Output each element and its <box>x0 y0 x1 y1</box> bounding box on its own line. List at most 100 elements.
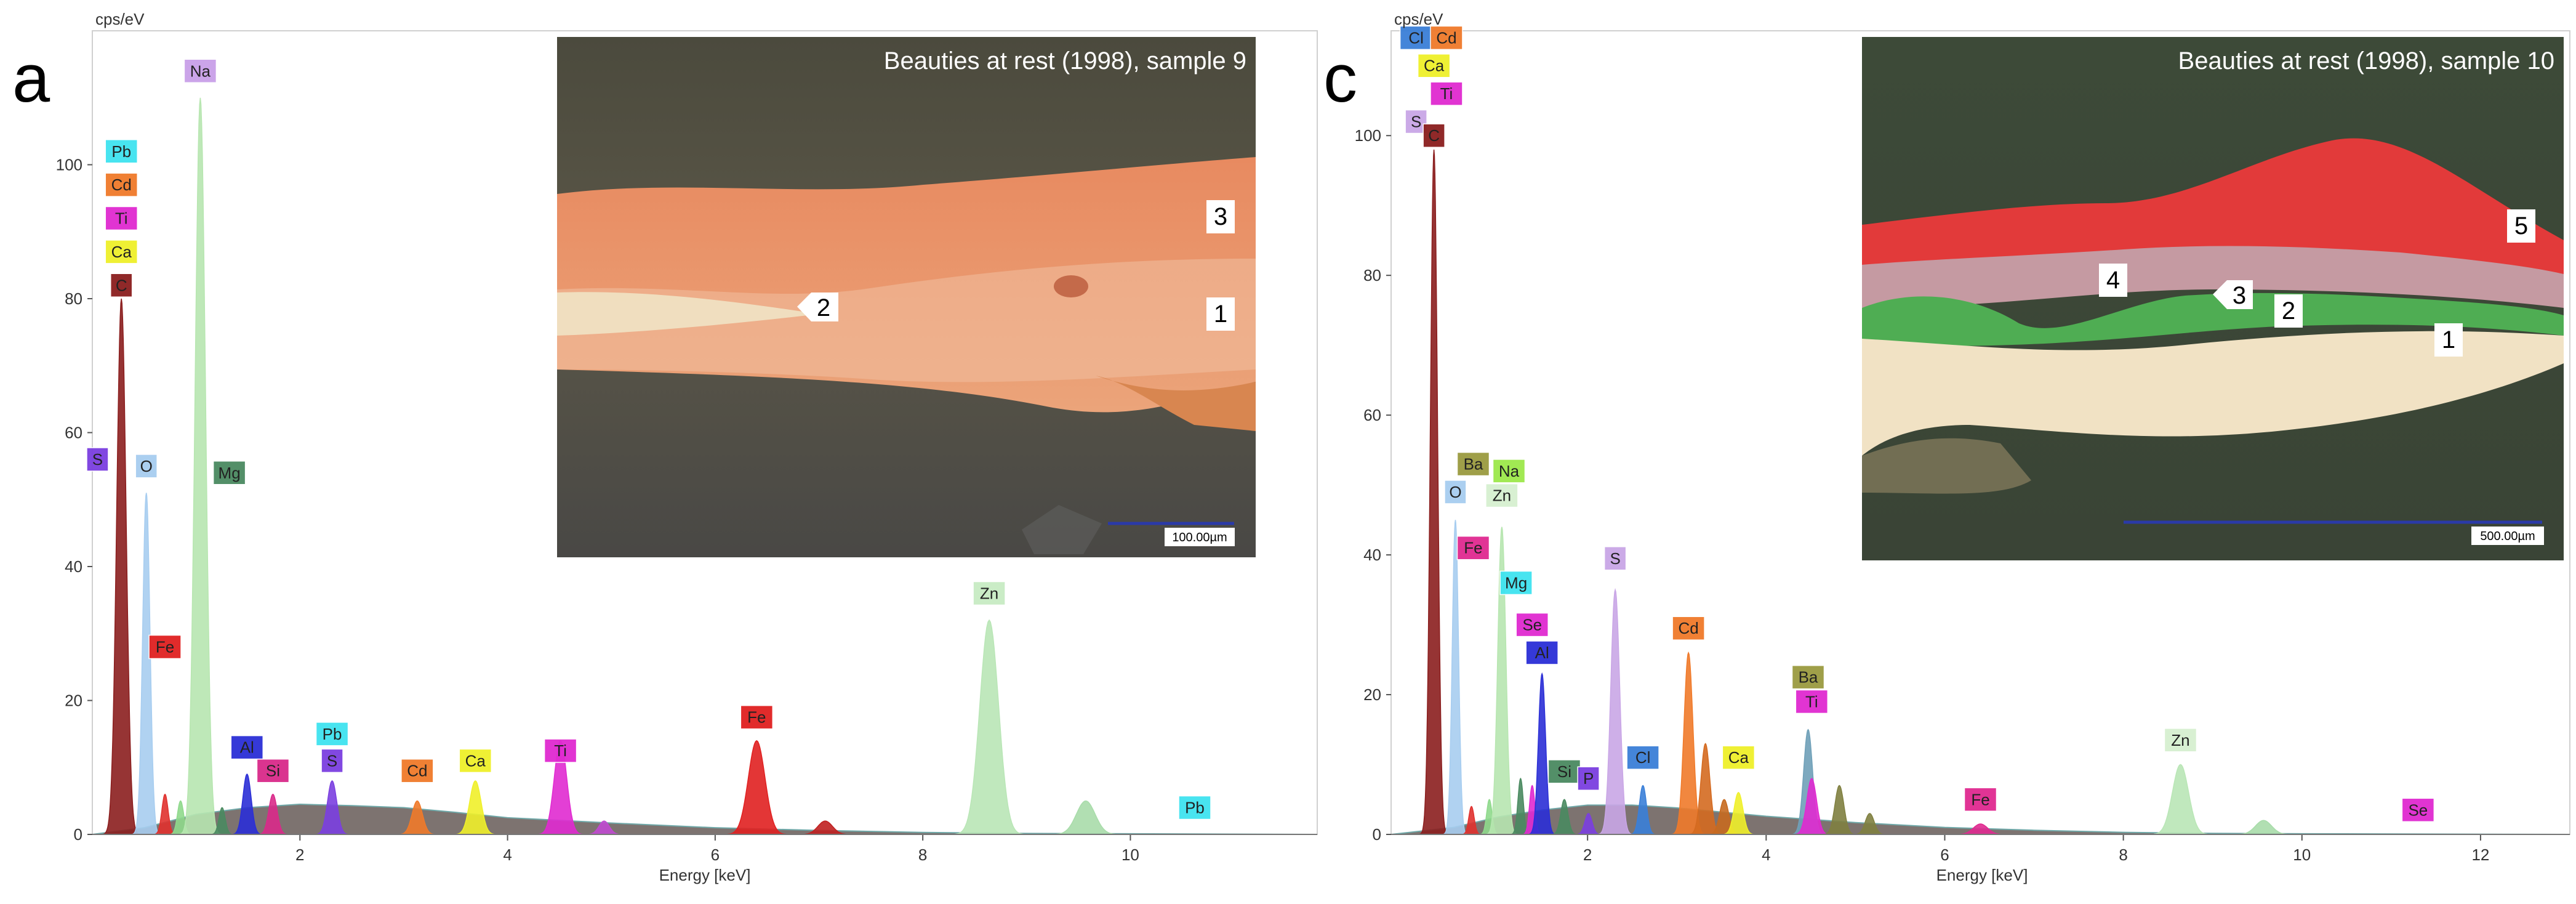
svg-text:Al: Al <box>1535 644 1549 662</box>
xlabel-c: Energy [keV] <box>1936 866 2028 884</box>
inset-d-layer-1 <box>1862 331 2564 456</box>
element-label: Fe <box>148 634 182 660</box>
svg-text:S: S <box>92 450 103 469</box>
spectrum-peak <box>1628 785 1658 835</box>
inset-d-title: Beauties at rest (1998), sample 10 <box>2178 47 2554 75</box>
inset-b-layer-label-3: 3 <box>1206 200 1235 233</box>
element-label: Si <box>1547 759 1581 784</box>
spectrum-peak <box>951 619 1027 835</box>
y-tick-label: 80 <box>65 289 82 308</box>
micrograph-inset-b: Beauties at rest (1998), sample 9 3 2 1 … <box>557 37 1256 557</box>
element-label: Ti <box>544 738 577 763</box>
element-label: Fe <box>1456 535 1490 560</box>
svg-text:Pb: Pb <box>111 142 131 161</box>
x-tick-label: 4 <box>1762 845 1770 864</box>
inset-b-layer-label-1: 1 <box>1206 297 1235 331</box>
svg-text:Se: Se <box>1522 616 1542 634</box>
inset-d-layer-label-3: 3 <box>2213 280 2253 309</box>
svg-text:4: 4 <box>2106 267 2120 294</box>
svg-text:Zn: Zn <box>1493 486 1511 505</box>
spectrum-peak <box>131 493 162 835</box>
inset-b-layer-label-2: 2 <box>797 293 838 321</box>
svg-text:Al: Al <box>240 738 254 757</box>
svg-text:2: 2 <box>817 294 830 321</box>
svg-text:Fe: Fe <box>156 638 174 656</box>
element-label: Se <box>2401 797 2435 823</box>
element-label: Cd <box>1672 616 1705 640</box>
element-label: Cd <box>105 172 138 197</box>
svg-text:Ba: Ba <box>1464 455 1483 474</box>
inset-d-layer-3 <box>1862 293 2564 347</box>
inset-b-lump <box>1096 376 1256 431</box>
svg-text:Mg: Mg <box>1505 573 1527 592</box>
x-tick-label: 8 <box>918 845 927 864</box>
element-label: Fe <box>740 704 774 730</box>
svg-text:Cd: Cd <box>407 762 427 780</box>
element-label: Se <box>1515 612 1549 637</box>
svg-text:Mg: Mg <box>219 464 241 482</box>
y-tick-label: 100 <box>56 156 82 174</box>
element-label: Al <box>1525 640 1559 665</box>
element-label: Cd <box>401 758 434 783</box>
element-label: O <box>1444 480 1467 504</box>
spectrum-peak <box>1442 520 1469 835</box>
svg-text:S: S <box>327 751 337 770</box>
spectrum-peak <box>1597 587 1634 835</box>
element-label: Cl <box>1626 745 1659 770</box>
spectrum-peak <box>1792 778 1832 835</box>
element-label: Ca <box>459 748 492 773</box>
spectrum-peak <box>1550 799 1579 835</box>
element-label: S <box>1603 546 1627 571</box>
spectrum-peak <box>1720 792 1757 835</box>
svg-text:1: 1 <box>2442 326 2455 353</box>
ylabel-c: cps/eV <box>1394 10 1443 28</box>
element-label: Zn <box>973 581 1006 606</box>
element-label: Pb <box>105 139 138 164</box>
inset-d-layer-label-2: 2 <box>2274 294 2303 328</box>
svg-text:Ti: Ti <box>554 741 567 760</box>
x-tick-label: 6 <box>711 845 720 864</box>
svg-text:O: O <box>140 457 153 475</box>
svg-text:Ca: Ca <box>1728 748 1749 767</box>
inset-b-debris <box>1022 505 1102 554</box>
inset-b-scale-label: 100.00µm <box>1172 531 1227 544</box>
svg-text:Si: Si <box>1557 762 1571 781</box>
panel-label-c: c <box>1323 41 1357 116</box>
svg-text:5: 5 <box>2514 212 2528 240</box>
spectrum-peak <box>102 298 141 835</box>
svg-text:Na: Na <box>190 62 211 80</box>
element-label: C <box>1422 123 1445 148</box>
element-label: Ti <box>1795 689 1829 714</box>
svg-text:S: S <box>1411 113 1421 131</box>
svg-text:O: O <box>1449 483 1461 501</box>
svg-text:Pb: Pb <box>323 725 342 743</box>
spectrum-peak <box>1048 800 1123 835</box>
inset-d-layer-label-5: 5 <box>2507 209 2535 243</box>
y-tick-label: 20 <box>65 692 82 710</box>
element-label: Pb <box>1178 795 1211 820</box>
x-tick-label: 10 <box>1121 845 1139 864</box>
element-label: Ti <box>1430 81 1463 106</box>
spectrum-peak <box>256 793 290 835</box>
svg-text:Zn: Zn <box>980 584 998 603</box>
svg-text:Fe: Fe <box>1971 790 1989 809</box>
svg-text:Fe: Fe <box>747 708 766 727</box>
y-tick-label: 100 <box>1355 126 1381 145</box>
spectrum-peak <box>179 97 222 835</box>
element-label: O <box>135 454 158 478</box>
element-label: Ba <box>1791 664 1825 690</box>
spectrum-peak <box>723 740 791 835</box>
element-label: Fe <box>1964 787 1997 812</box>
svg-text:P: P <box>1583 769 1594 788</box>
svg-text:Na: Na <box>1499 462 1520 480</box>
spectrum-peak <box>1821 785 1858 835</box>
x-tick-label: 2 <box>295 845 304 864</box>
inset-d-layer-label-4: 4 <box>2099 264 2127 297</box>
inset-d-scale-label: 500.00µm <box>2480 530 2535 543</box>
spectrum-peak <box>2148 764 2213 835</box>
svg-text:Cd: Cd <box>111 176 132 194</box>
inset-d-layer-5 <box>1862 138 2564 277</box>
svg-text:Cl: Cl <box>1635 748 1651 767</box>
x-tick-label: 10 <box>2293 845 2311 864</box>
svg-text:Pb: Pb <box>1185 799 1205 817</box>
